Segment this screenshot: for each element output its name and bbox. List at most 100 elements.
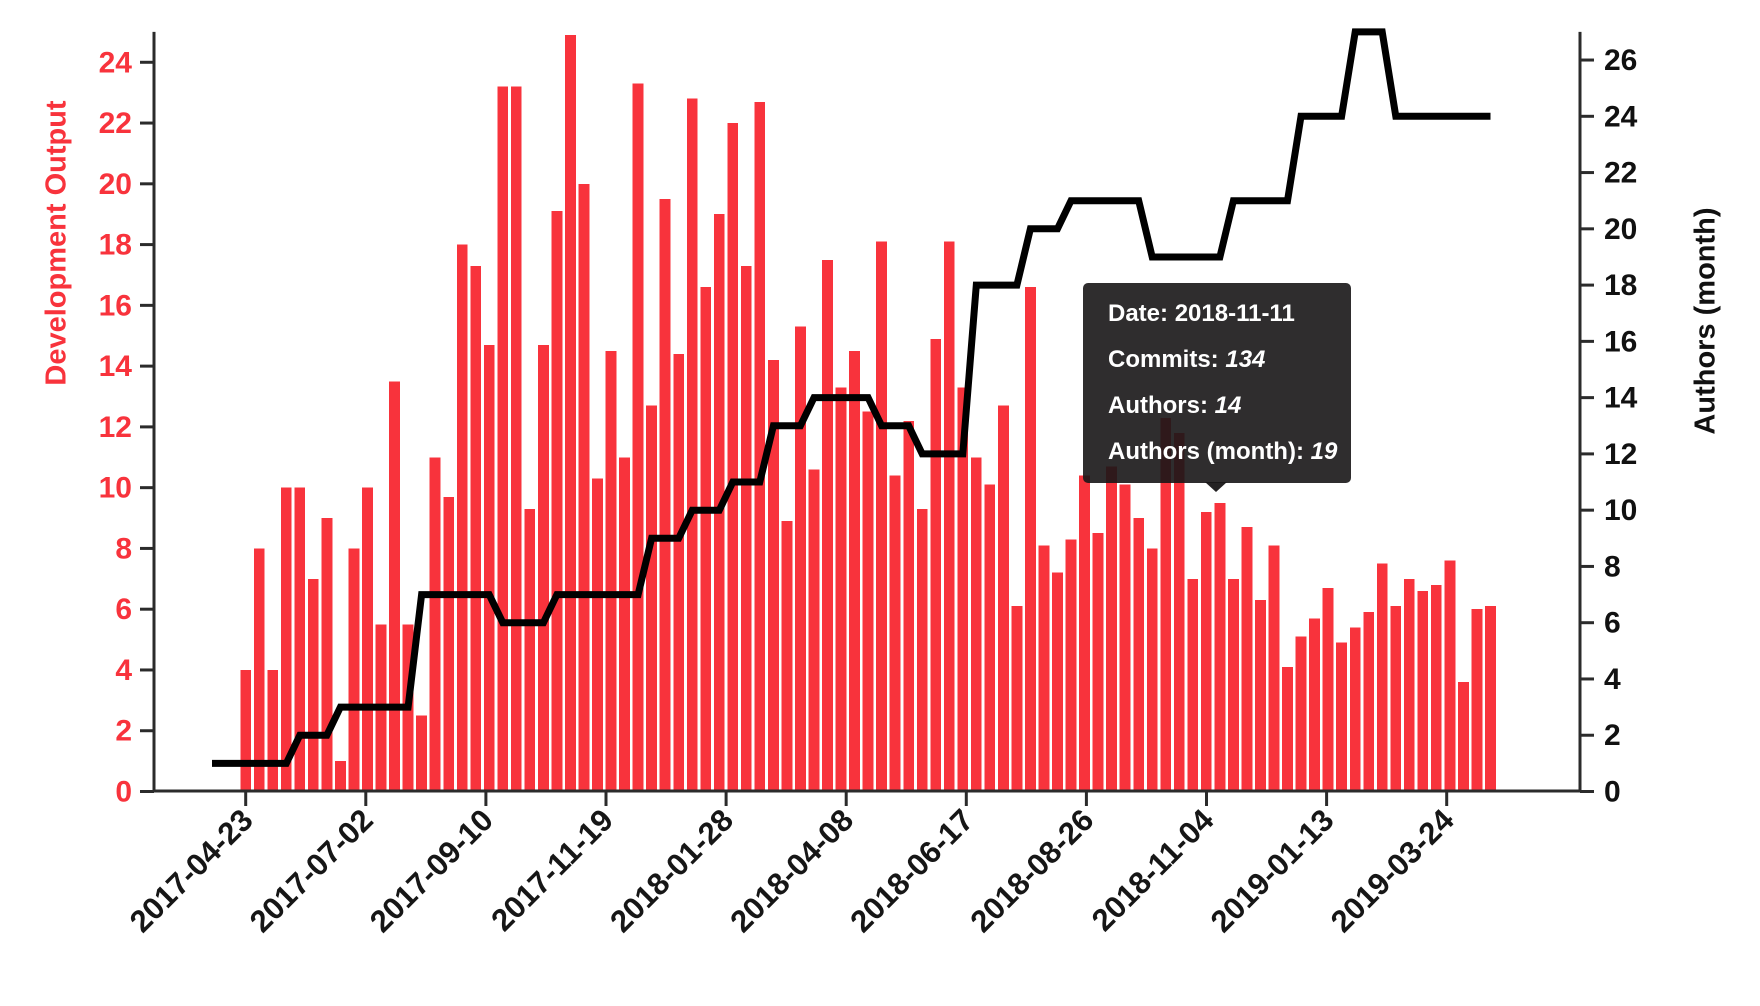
commit-bar[interactable] — [389, 381, 400, 792]
commit-bar[interactable] — [930, 338, 942, 792]
commit-bar[interactable] — [822, 259, 833, 792]
commit-bar[interactable] — [673, 354, 685, 792]
commit-bar[interactable] — [740, 265, 752, 792]
commit-bar[interactable] — [659, 199, 671, 792]
tooltip-caret — [1205, 482, 1227, 492]
commit-bar[interactable] — [538, 344, 549, 792]
commit-bar[interactable] — [700, 287, 712, 792]
commit-bar[interactable] — [335, 761, 346, 792]
right-axis-tick-label: 14 — [1604, 382, 1638, 415]
commit-bar[interactable] — [348, 548, 360, 792]
commit-bar[interactable] — [970, 457, 982, 792]
commit-bar[interactable] — [443, 496, 455, 792]
x-axis-tick-label: 2018-04-08 — [723, 802, 860, 939]
left-axis-tick-label: 10 — [99, 472, 132, 505]
commit-bar[interactable] — [998, 405, 1009, 792]
tooltip-commits-label: Commits: — [1108, 346, 1219, 373]
authors-month-line — [212, 28, 1491, 767]
commit-bar[interactable] — [1038, 545, 1050, 792]
commit-bar[interactable] — [294, 487, 306, 792]
commit-bar[interactable] — [1228, 578, 1239, 792]
commit-bar[interactable] — [1079, 475, 1090, 792]
commit-bar[interactable] — [362, 487, 373, 792]
commit-bar[interactable] — [1322, 587, 1334, 792]
commit-bar[interactable] — [483, 344, 495, 792]
commit-bar[interactable] — [1363, 612, 1375, 792]
commit-bar[interactable] — [916, 508, 928, 792]
commit-bar[interactable] — [1133, 518, 1145, 792]
commit-bar[interactable] — [957, 387, 969, 792]
commit-bar[interactable] — [862, 411, 874, 792]
commit-bar[interactable] — [1173, 433, 1185, 792]
tooltip-row-authors-month: Authors (month): 19 — [1108, 429, 1351, 475]
commit-bar[interactable] — [1268, 545, 1280, 792]
commit-bar[interactable] — [903, 420, 915, 792]
commit-bar[interactable] — [1025, 287, 1036, 792]
commit-bar[interactable] — [524, 508, 536, 792]
commit-bar[interactable] — [781, 521, 793, 792]
commit-bar[interactable] — [1160, 417, 1172, 792]
commit-bar[interactable] — [1255, 600, 1266, 792]
commit-bar[interactable] — [1309, 618, 1320, 792]
commit-bar[interactable] — [1119, 484, 1131, 792]
commit-bar[interactable] — [416, 715, 427, 792]
commit-bar[interactable] — [795, 326, 806, 792]
commit-bar[interactable] — [1187, 578, 1199, 792]
commit-bar[interactable] — [510, 86, 522, 792]
commit-bar[interactable] — [267, 670, 279, 792]
commit-bar[interactable] — [1376, 563, 1388, 792]
commit-bar[interactable] — [984, 484, 996, 792]
commit-bar[interactable] — [429, 457, 441, 792]
commit-bar[interactable] — [578, 183, 590, 792]
commit-bar[interactable] — [876, 241, 887, 792]
commit-bar[interactable] — [1241, 527, 1253, 792]
commit-bar[interactable] — [1417, 591, 1429, 792]
commit-bar[interactable] — [1106, 466, 1117, 792]
commit-bar[interactable] — [1390, 606, 1402, 792]
commit-bar[interactable] — [605, 350, 617, 792]
commit-bar[interactable] — [1092, 533, 1104, 792]
commit-bar[interactable] — [307, 578, 319, 792]
commit-bar[interactable] — [1444, 560, 1456, 792]
commit-bar[interactable] — [835, 387, 847, 792]
commit-bar[interactable] — [619, 457, 630, 792]
commit-bar[interactable] — [592, 478, 603, 792]
commit-bar[interactable] — [1485, 606, 1496, 792]
commit-bar[interactable] — [497, 86, 509, 792]
commit-bar[interactable] — [943, 241, 955, 792]
commit-bar[interactable] — [808, 469, 820, 792]
commit-bar[interactable] — [1146, 548, 1158, 792]
commit-bar[interactable] — [686, 98, 698, 792]
commit-bar[interactable] — [646, 405, 657, 792]
commit-bar[interactable] — [1200, 512, 1212, 792]
commit-bar[interactable] — [1282, 666, 1293, 792]
commit-bar[interactable] — [1295, 636, 1307, 792]
left-axis-tick-label: 24 — [99, 46, 133, 79]
commit-bar[interactable] — [456, 244, 468, 792]
commit-bar[interactable] — [889, 475, 901, 792]
commit-bar[interactable] — [1430, 584, 1442, 792]
commit-bar[interactable] — [1336, 642, 1347, 792]
commit-bar[interactable] — [849, 350, 860, 792]
commit-bar[interactable] — [754, 101, 766, 792]
commit-bar[interactable] — [768, 360, 779, 792]
commit-bar[interactable] — [1458, 682, 1469, 792]
commit-bar[interactable] — [1052, 572, 1063, 792]
commit-bar[interactable] — [1403, 578, 1415, 792]
commit-bar[interactable] — [1011, 606, 1023, 792]
commit-bar[interactable] — [551, 211, 563, 792]
commit-bar[interactable] — [321, 518, 333, 792]
commit-bar[interactable] — [1349, 627, 1361, 792]
commit-bar[interactable] — [240, 670, 252, 792]
commit-bar[interactable] — [632, 83, 644, 792]
commit-bar[interactable] — [470, 265, 482, 792]
commit-bar[interactable] — [727, 123, 739, 792]
commit-bar[interactable] — [1065, 539, 1077, 792]
commit-bar[interactable] — [1471, 609, 1483, 792]
commit-bar[interactable] — [253, 548, 265, 792]
commit-bar[interactable] — [1214, 502, 1226, 792]
right-axis-tick-label: 20 — [1604, 213, 1637, 246]
commit-bar[interactable] — [565, 34, 576, 792]
commit-bar[interactable] — [280, 487, 292, 792]
x-axis-tick-label: 2018-08-26 — [963, 802, 1100, 939]
